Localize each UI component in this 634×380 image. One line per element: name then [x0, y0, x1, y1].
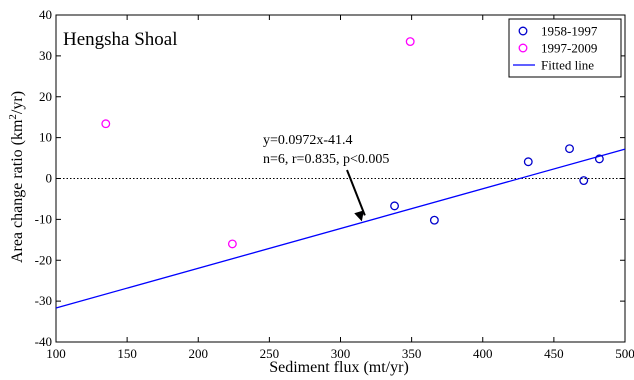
x-tick-label: 450 [544, 346, 564, 361]
y-axis-label: Area change ratio (km2/yr) [7, 91, 26, 263]
data-point-series-1 [579, 176, 589, 185]
data-point-series-1 [565, 144, 574, 154]
annotation-arrow-head [354, 210, 364, 222]
axes-layer: 100 150 200 250 300 350 400 450 500 -40 -30 -20 -10 0… [35, 7, 634, 361]
y-tick-label: 40 [39, 7, 52, 22]
data-point-series-2 [227, 239, 237, 249]
annotation-layer: y=0.0972x-41.4 n=6, r=0.835, p<0.005 [263, 133, 389, 222]
data-point-series-1 [523, 157, 533, 167]
y-tick-label: 20 [39, 89, 52, 104]
x-tick-label: 100 [46, 346, 66, 361]
chart-title: Hengsha Shoal [63, 29, 178, 50]
legend-box [508, 18, 622, 78]
y-tick-label: 30 [39, 48, 52, 63]
legend-label: 1997-2009 [541, 41, 597, 56]
data-layer [55, 37, 626, 309]
fitted-line [55, 148, 626, 309]
fit-statistics: n=6, r=0.835, p<0.005 [263, 152, 389, 167]
data-point-series-2 [405, 37, 415, 47]
data-point-series-1 [390, 201, 400, 211]
x-tick-label: 350 [402, 346, 422, 361]
legend: 1958-1997 1997-2009 Fitted line [508, 18, 622, 78]
x-tick-label: 200 [189, 346, 209, 361]
legend-marker [518, 43, 528, 53]
x-tick-label: 250 [260, 346, 280, 361]
legend-marker [518, 26, 528, 36]
legend-label: 1958-1997 [541, 24, 598, 39]
y-tick-label: -40 [35, 334, 52, 349]
x-tick-label: 300 [331, 346, 351, 361]
x-tick-label: 400 [473, 346, 493, 361]
y-tick-label: -20 [35, 252, 52, 267]
data-point-series-1 [429, 215, 439, 225]
x-axis-label: Sediment flux (mt/yr) [269, 359, 409, 376]
y-tick-label: 10 [39, 130, 52, 145]
y-tick-label: -10 [35, 211, 52, 226]
x-tick-label: 150 [117, 346, 137, 361]
annotation-arrow-shaft [346, 169, 366, 216]
y-axis-label-unit: /yr) [9, 91, 26, 114]
data-point-series-2 [101, 119, 111, 129]
x-tick-label: 500 [615, 346, 634, 361]
data-point-series-1 [594, 154, 604, 164]
y-axis-label-superscript: 2 [7, 114, 19, 120]
y-axis-label-main: Area change ratio (km [9, 119, 26, 263]
legend-label: Fitted line [541, 58, 594, 73]
y-tick-label: 0 [46, 171, 53, 186]
y-tick-label: -30 [35, 293, 52, 308]
fit-equation: y=0.0972x-41.4 [263, 133, 353, 148]
